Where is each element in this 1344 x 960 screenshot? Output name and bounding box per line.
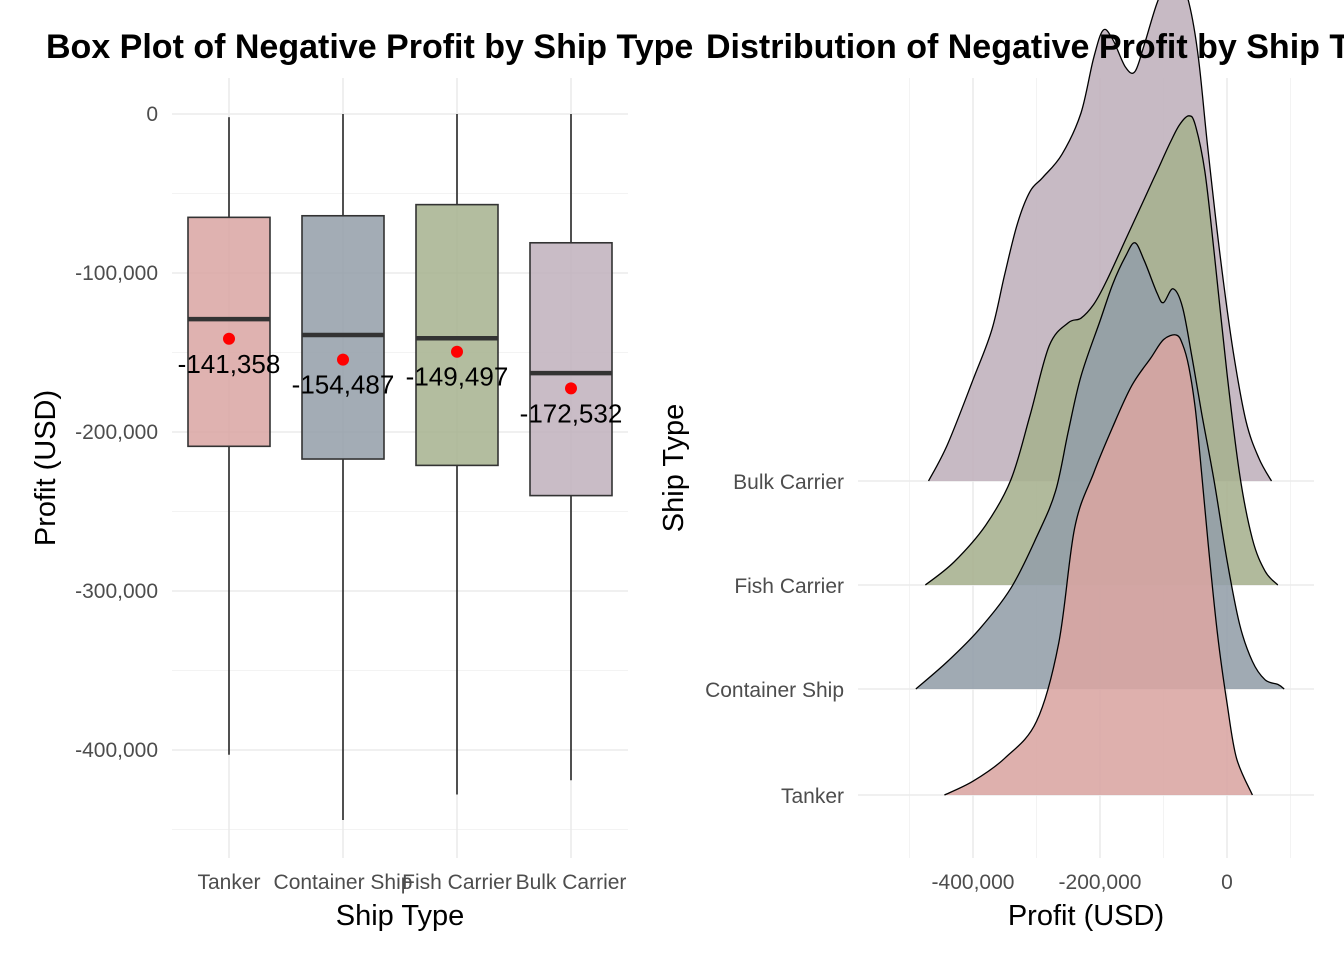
density-outline — [944, 334, 1253, 796]
y-tick-label: Bulk Carrier — [733, 471, 844, 494]
x-tick-label: Tanker — [197, 871, 260, 894]
box-tanker: -141,358 — [178, 117, 281, 755]
mean-point — [451, 345, 463, 358]
box-plot-title: Box Plot of Negative Profit by Ship Type — [46, 28, 693, 66]
ridgeline-x-tick-labels: -400,000 -200,000 0 — [932, 871, 1233, 894]
ridgeline-panel: Tanker Container Ship Fish Carrier Bulk Car… — [658, 0, 1314, 932]
ridgeline-y-tick-labels: Tanker Container Ship Fish Carrier Bulk Car… — [705, 471, 844, 808]
box-plot-x-axis-title: Ship Type — [336, 900, 464, 932]
ridgeline-y-axis-title: Ship Type — [658, 404, 690, 532]
density-outline — [927, 0, 1273, 482]
ridgeline-densities — [915, 0, 1285, 796]
box-plot-y-axis-title: Profit (USD) — [30, 390, 62, 546]
box-container-ship: -154,487 — [292, 114, 395, 820]
y-tick-label: -400,000 — [75, 739, 158, 762]
y-tick-label: Container Ship — [705, 679, 844, 702]
box-bulk-carrier: -172,532 — [520, 114, 623, 781]
ridgeline-x-axis-title: Profit (USD) — [1008, 900, 1164, 932]
x-tick-label: 0 — [1221, 871, 1233, 894]
mean-label: -141,358 — [178, 349, 281, 379]
box-body — [415, 203, 499, 467]
y-tick-label: -200,000 — [75, 421, 158, 444]
mean-point — [337, 353, 349, 366]
box-plot-panel: -141,358 -154,487 -149,497 -172,532 0 -100,0… — [30, 78, 628, 932]
y-tick-label: -300,000 — [75, 580, 158, 603]
x-tick-label: -200,000 — [1059, 871, 1142, 894]
box-plot-boxes: -141,358 -154,487 -149,497 -172,532 — [178, 114, 623, 820]
box-plot-y-tick-labels: 0 -100,000 -200,000 -300,000 -400,000 — [75, 103, 158, 762]
density-area — [944, 334, 1253, 795]
density-outline — [915, 242, 1285, 690]
box-body — [529, 241, 613, 497]
mean-point — [223, 332, 235, 345]
x-tick-label: Bulk Carrier — [516, 871, 627, 894]
ridge-tanker — [944, 334, 1253, 796]
mean-point — [565, 382, 577, 395]
ridgeline-title: Distribution of Negative Profit by Ship … — [706, 28, 1344, 66]
y-tick-label: 0 — [146, 103, 158, 126]
mean-label: -149,497 — [406, 362, 509, 392]
box-body — [301, 214, 385, 460]
mean-label: -172,532 — [520, 398, 623, 428]
x-tick-label: Fish Carrier — [402, 871, 512, 894]
y-tick-label: Fish Carrier — [734, 575, 844, 598]
y-tick-label: -100,000 — [75, 262, 158, 285]
mean-label: -154,487 — [292, 370, 395, 400]
box-body — [187, 216, 271, 448]
x-tick-label: Container Ship — [274, 871, 413, 894]
box-fish-carrier: -149,497 — [406, 114, 509, 795]
density-outline — [924, 115, 1279, 586]
x-tick-label: -400,000 — [932, 871, 1015, 894]
y-tick-label: Tanker — [781, 785, 844, 808]
